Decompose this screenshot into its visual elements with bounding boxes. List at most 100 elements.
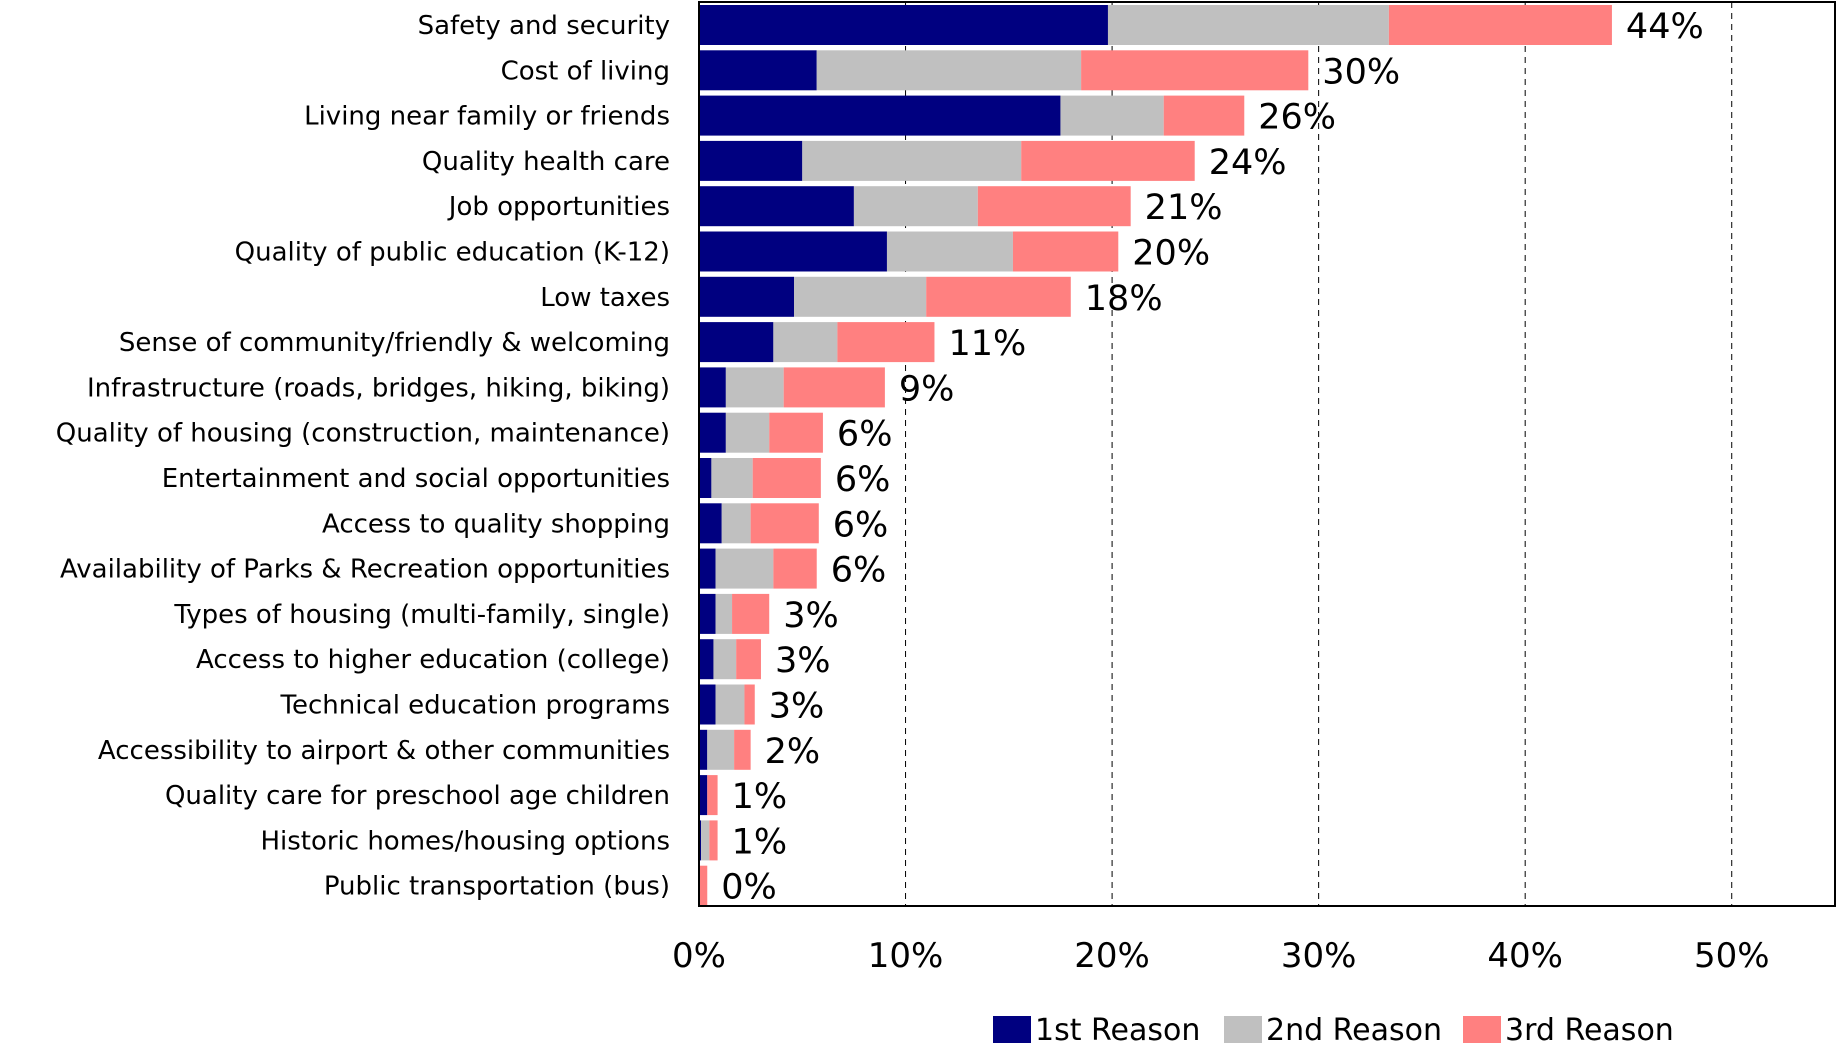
bar-segment-18-0 bbox=[699, 820, 702, 861]
plot-border bbox=[698, 1, 1836, 907]
bar-segment-18-2 bbox=[709, 820, 718, 861]
category-label-8: Infrastructure (roads, bridges, hiking, … bbox=[87, 373, 670, 403]
bar-segment-8-1 bbox=[725, 367, 784, 408]
bar-segment-11-2 bbox=[750, 503, 819, 544]
category-label-17: Quality care for preschool age children bbox=[165, 781, 670, 811]
bar-segment-2-1 bbox=[1060, 95, 1164, 136]
total-label-6: 18% bbox=[1085, 279, 1163, 319]
x-tick-label-5: 50% bbox=[1694, 936, 1770, 976]
bar-segment-19-2 bbox=[699, 865, 708, 906]
bar-segment-5-0 bbox=[699, 231, 887, 272]
bar-segment-8-0 bbox=[699, 367, 726, 408]
bar-segment-6-1 bbox=[794, 276, 927, 317]
bar-segment-12-2 bbox=[773, 548, 817, 589]
total-label-7: 11% bbox=[948, 324, 1026, 364]
total-label-3: 24% bbox=[1209, 143, 1287, 183]
legend-label-2: 3rd Reason bbox=[1505, 1013, 1674, 1046]
bar-segment-6-0 bbox=[699, 276, 795, 317]
bar-segment-2-2 bbox=[1163, 95, 1245, 136]
legend: 1st Reason 2nd Reason 3rd Reason bbox=[993, 1013, 1674, 1048]
bar-segment-4-0 bbox=[699, 186, 854, 227]
category-label-10: Entertainment and social opportunities bbox=[162, 464, 670, 494]
gridlines bbox=[905, 2, 1733, 906]
category-label-11: Access to quality shopping bbox=[322, 509, 670, 539]
bar-segment-15-0 bbox=[699, 684, 716, 725]
bar-segment-12-0 bbox=[699, 548, 716, 589]
bar-segment-3-1 bbox=[802, 140, 1022, 181]
bar-segment-16-2 bbox=[734, 729, 751, 770]
bar-segment-5-2 bbox=[1012, 231, 1119, 272]
bar-segment-16-0 bbox=[699, 729, 708, 770]
legend-label-1: 2nd Reason bbox=[1266, 1013, 1442, 1046]
bar-segment-3-0 bbox=[699, 140, 803, 181]
bar-segment-17-0 bbox=[699, 775, 708, 816]
legend-swatch-0 bbox=[993, 1016, 1031, 1043]
total-label-19: 0% bbox=[721, 868, 777, 908]
category-label-5: Quality of public education (K-12) bbox=[235, 238, 670, 268]
category-label-7: Sense of community/friendly & welcoming bbox=[119, 328, 670, 358]
category-label-12: Availability of Parks & Recreation oppor… bbox=[60, 555, 670, 585]
bar-segment-10-0 bbox=[699, 458, 712, 498]
category-label-6: Low taxes bbox=[540, 283, 670, 313]
bar-segment-14-1 bbox=[713, 639, 737, 680]
bar-segment-0-0 bbox=[699, 5, 1108, 45]
legend-label-0: 1st Reason bbox=[1035, 1013, 1200, 1046]
bar-segment-13-1 bbox=[715, 593, 733, 634]
total-label-5: 20% bbox=[1132, 234, 1210, 274]
category-labels: Safety and security Cost of living Living … bbox=[56, 11, 670, 902]
x-tick-label-0: 0% bbox=[672, 936, 726, 976]
bar-segment-8-2 bbox=[783, 367, 885, 408]
bar-segment-10-2 bbox=[752, 458, 821, 498]
total-label-8: 9% bbox=[899, 369, 955, 409]
bar-segment-15-1 bbox=[715, 684, 745, 725]
bar-segment-14-0 bbox=[699, 639, 714, 680]
category-label-4: Job opportunities bbox=[447, 192, 670, 222]
total-label-11: 6% bbox=[833, 505, 889, 545]
total-label-14: 3% bbox=[775, 641, 831, 681]
bar-segment-0-1 bbox=[1107, 5, 1389, 45]
bar-segment-10-1 bbox=[711, 458, 753, 498]
bar-segment-6-2 bbox=[926, 276, 1071, 317]
bar-segment-7-1 bbox=[773, 322, 838, 363]
category-label-15: Technical education programs bbox=[280, 691, 670, 721]
bar-segment-11-1 bbox=[721, 503, 751, 544]
legend-swatch-2 bbox=[1463, 1016, 1501, 1043]
bar-segment-9-0 bbox=[699, 412, 726, 453]
total-labels: 44%30%26%24%21%20%18%11%9%6%6%6%6%3%3%3%… bbox=[721, 7, 1703, 908]
bar-segment-17-2 bbox=[707, 775, 718, 816]
bar-segment-12-1 bbox=[715, 548, 774, 589]
category-label-14: Access to higher education (college) bbox=[196, 645, 670, 675]
legend-swatch-1 bbox=[1224, 1016, 1262, 1043]
total-label-12: 6% bbox=[831, 551, 887, 591]
total-label-1: 30% bbox=[1322, 52, 1400, 92]
bar-segment-1-0 bbox=[699, 50, 817, 91]
bar-segment-1-2 bbox=[1081, 50, 1309, 91]
bar-segment-4-1 bbox=[853, 186, 978, 227]
x-axis-tick-labels: 0% 10% 20% 30% 40% 50% bbox=[672, 936, 1769, 976]
category-label-2: Living near family or friends bbox=[304, 102, 670, 132]
total-label-18: 1% bbox=[732, 822, 788, 862]
category-label-16: Accessibility to airport & other communi… bbox=[98, 736, 670, 766]
bar-segment-3-2 bbox=[1021, 140, 1195, 181]
category-label-1: Cost of living bbox=[501, 56, 670, 86]
bar-segment-7-2 bbox=[837, 322, 935, 363]
total-label-9: 6% bbox=[837, 415, 893, 455]
total-label-0: 44% bbox=[1626, 7, 1704, 47]
bar-segment-9-1 bbox=[725, 412, 770, 453]
category-label-0: Safety and security bbox=[418, 11, 670, 41]
total-label-4: 21% bbox=[1145, 188, 1223, 228]
bar-segment-5-1 bbox=[886, 231, 1013, 272]
total-label-13: 3% bbox=[783, 596, 839, 636]
total-label-10: 6% bbox=[835, 460, 891, 500]
bar-segment-18-1 bbox=[701, 820, 710, 861]
category-label-3: Quality health care bbox=[422, 147, 670, 177]
category-label-9: Quality of housing (construction, mainte… bbox=[56, 419, 670, 449]
x-tick-label-4: 40% bbox=[1487, 936, 1563, 976]
total-label-17: 1% bbox=[732, 777, 788, 817]
x-tick-label-1: 10% bbox=[868, 936, 944, 976]
x-tick-label-2: 20% bbox=[1074, 936, 1150, 976]
bar-segment-9-2 bbox=[769, 412, 823, 453]
category-label-19: Public transportation (bus) bbox=[324, 872, 670, 902]
